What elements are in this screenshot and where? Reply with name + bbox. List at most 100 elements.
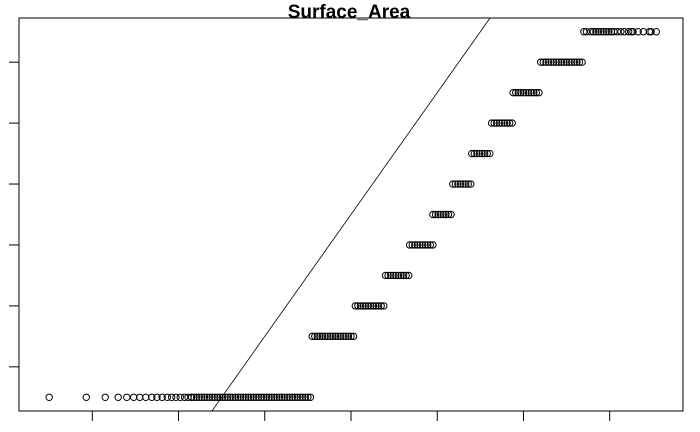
data-point [208,393,216,401]
data-point [397,271,405,280]
data-point [265,393,273,401]
data-point [527,88,535,97]
data-point [592,28,600,36]
data-point [329,332,337,341]
data-point [589,28,598,36]
data-point [372,302,380,310]
data-point [386,271,395,280]
data-point [575,58,584,66]
data-point [454,180,462,188]
data-point [223,393,232,401]
data-point [560,58,568,66]
data-point [498,119,506,127]
data-point [552,58,560,66]
data-point [605,28,613,36]
data-point [301,393,309,401]
data-point [296,393,304,401]
data-point [252,393,260,401]
data-point [431,210,440,219]
data-point [278,393,286,401]
data-point [273,393,281,401]
data-point [478,149,486,158]
data-point [570,58,579,66]
data-point [299,393,307,401]
data-point [532,88,541,97]
data-point [347,332,355,341]
data-point [434,210,442,219]
data-point [270,393,278,401]
data-point [226,393,234,401]
data-point [416,241,424,249]
data-point [562,58,571,66]
data-point [331,332,340,341]
data-point [486,149,494,158]
data-point [211,393,219,401]
data-point [447,210,455,219]
data-point [524,88,533,97]
data-point [500,119,509,127]
data-point [221,393,229,401]
data-point [493,119,501,127]
data-point [451,180,460,188]
data-point [324,332,332,341]
data-point [512,88,520,97]
data-point [468,149,476,158]
data-point [262,393,271,401]
data-point [424,241,432,249]
data-point [617,28,625,36]
data-point [354,302,362,310]
data-point [260,393,268,401]
data-point [205,393,214,401]
data-point [361,302,370,310]
data-point [247,393,255,401]
data-point [464,180,472,188]
data-point [286,393,294,401]
data-point [652,28,660,36]
data-point [231,393,240,401]
data-point [461,180,470,188]
data-point [573,58,581,66]
data-point [82,393,90,401]
data-point [517,88,525,97]
data-point [306,393,315,401]
data-point [114,393,122,401]
data-point [535,88,543,97]
data-point [200,393,209,401]
data-point [402,271,410,280]
data-point [442,210,450,219]
data-point [101,393,109,401]
data-point [522,88,530,97]
data-point [565,58,573,66]
data-point [602,28,610,36]
data-point [597,28,605,36]
data-point [421,241,429,249]
data-point [539,58,548,66]
data-point [456,180,465,188]
data-point [594,28,603,36]
data-point [356,302,365,310]
data-point [158,393,166,401]
data-point [467,180,475,188]
data-point [163,393,172,401]
data-point [394,271,403,280]
data-point [436,210,445,219]
data-point [308,332,316,341]
data-point [599,28,608,36]
data-point [293,393,302,401]
data-point [275,393,284,401]
data-point [509,88,517,97]
data-point [364,302,372,310]
data-point [544,58,553,66]
data-point [351,302,360,310]
data-point [229,393,237,401]
data-point [475,149,484,158]
data-point [216,393,224,401]
data-point [408,241,416,249]
data-points [45,28,660,401]
data-point [344,332,353,341]
data-point [148,393,156,401]
data-point [311,332,319,341]
data-point [377,302,385,310]
data-point [318,332,327,341]
data-point [192,393,201,401]
